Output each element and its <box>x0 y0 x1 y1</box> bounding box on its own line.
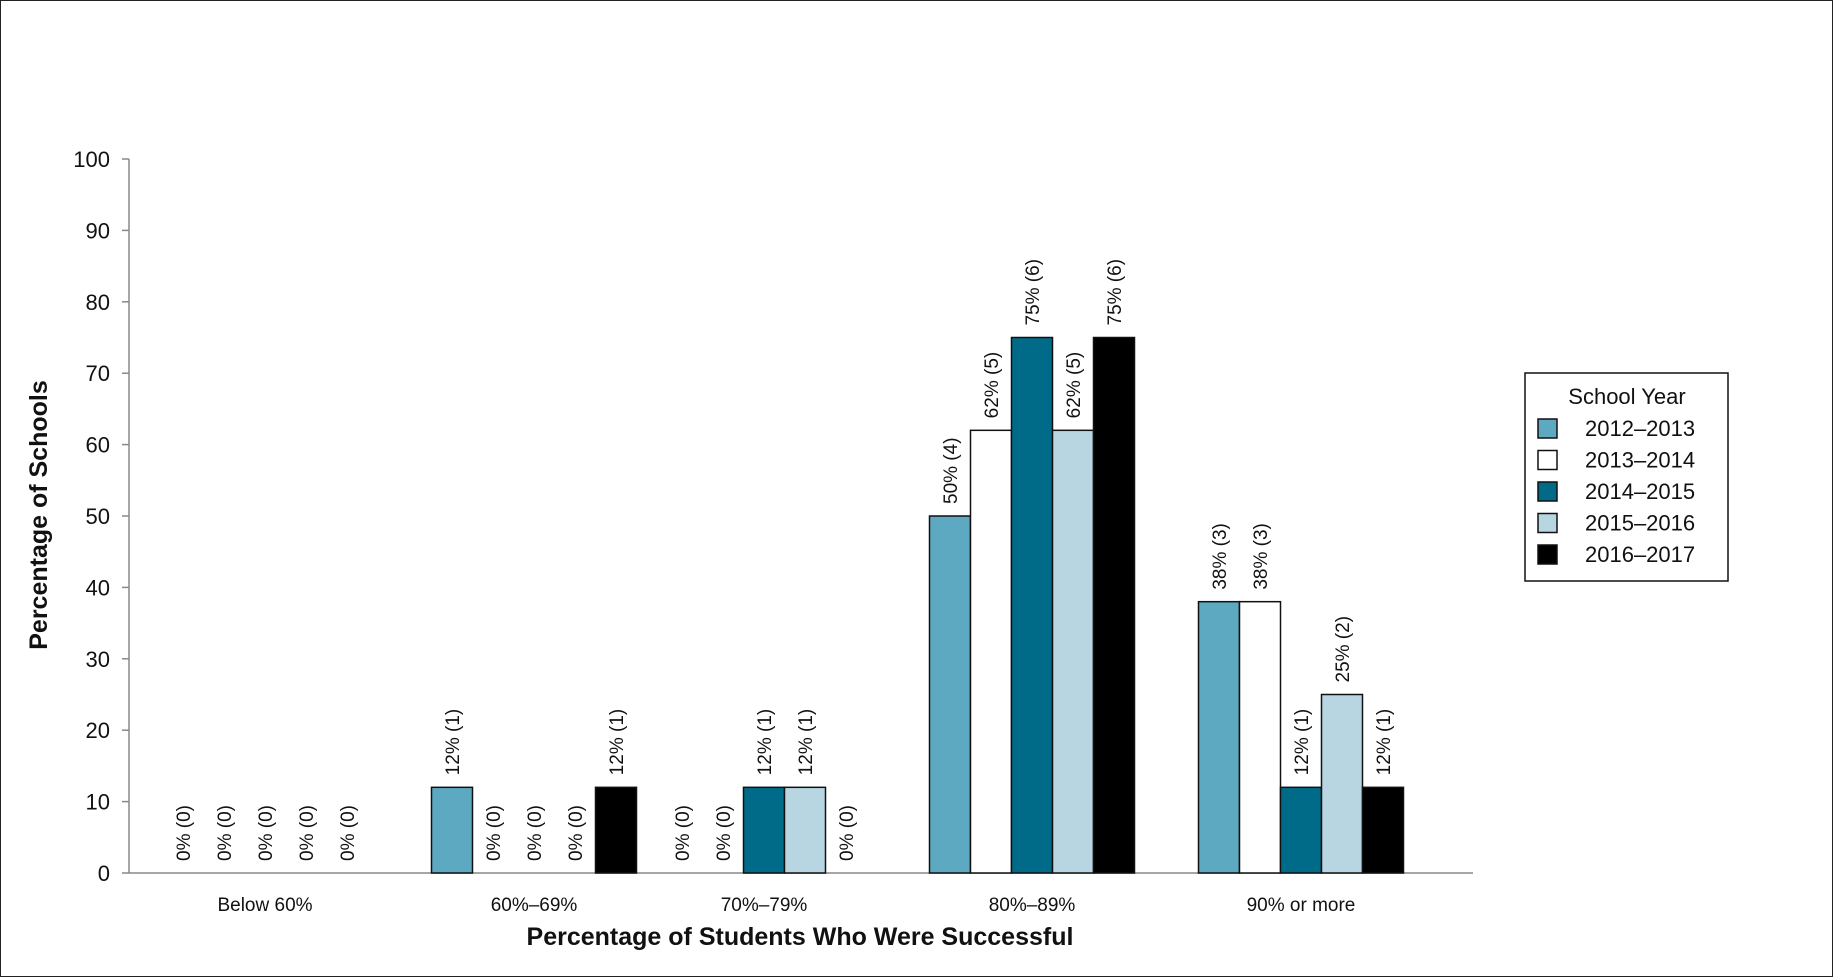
data-label: 12% (1) <box>1292 709 1313 776</box>
legend-label: 2015–2016 <box>1585 511 1695 536</box>
bar <box>430 786 474 874</box>
data-label: 0% (0) <box>837 805 858 861</box>
y-tick-label: 30 <box>86 647 110 672</box>
legend-label: 2013–2014 <box>1585 448 1695 473</box>
y-axis: 0 10 20 30 40 50 60 70 80 90 100 <box>73 147 130 886</box>
y-tick-label: 80 <box>86 290 110 315</box>
data-label: 75% (6) <box>1105 259 1126 326</box>
y-tick-label: 50 <box>86 504 110 529</box>
y-tick-label: 20 <box>86 718 110 743</box>
data-label: 12% (1) <box>755 709 776 776</box>
legend-box <box>1524 372 1729 582</box>
bar <box>1092 336 1136 874</box>
bar <box>1361 786 1405 874</box>
data-label: 0% (0) <box>174 805 195 861</box>
bar <box>969 429 1013 874</box>
data-label: 38% (3) <box>1251 523 1272 590</box>
x-tick-label: 80%–89% <box>989 895 1076 916</box>
y-tick-label: 40 <box>86 575 110 600</box>
data-labels: 0% (0) 0% (0) 0% (0) 0% (0) 0% (0) 12% (1) 0% … <box>174 259 1395 861</box>
data-label: 0% (0) <box>215 805 236 861</box>
data-label: 0% (0) <box>566 805 587 861</box>
data-label: 12% (1) <box>443 709 464 776</box>
legend-label: 2012–2013 <box>1585 416 1695 441</box>
data-label: 0% (0) <box>338 805 359 861</box>
y-tick-label: 90 <box>86 218 110 243</box>
y-tick-label: 10 <box>86 790 110 815</box>
bar <box>594 786 638 874</box>
data-label: 0% (0) <box>673 805 694 861</box>
bar <box>1010 336 1054 874</box>
data-label: 0% (0) <box>256 805 277 861</box>
data-label: 0% (0) <box>714 805 735 861</box>
data-label: 38% (3) <box>1210 523 1231 590</box>
legend-title: School Year <box>1568 384 1685 409</box>
category-labels: Below 60% 60%–69% 70%–79% 80%–89% 90% or mor… <box>217 895 1355 916</box>
bar <box>1238 600 1282 874</box>
bar <box>783 786 827 874</box>
data-label: 12% (1) <box>1374 709 1395 776</box>
data-label: 0% (0) <box>525 805 546 861</box>
y-tick-label: 0 <box>98 861 110 886</box>
x-tick-label: Below 60% <box>217 895 312 916</box>
legend-label: 2016–2017 <box>1585 542 1695 567</box>
data-label: 50% (4) <box>941 437 962 504</box>
legend: School Year 2012–20132013–20142014–20152… <box>1524 372 1729 582</box>
legend-swatch <box>1537 512 1558 534</box>
data-label: 0% (0) <box>297 805 318 861</box>
data-label: 12% (1) <box>607 709 628 776</box>
legend-swatch <box>1537 481 1558 502</box>
y-tick-label: 100 <box>73 147 110 172</box>
data-label: 12% (1) <box>796 709 817 776</box>
data-label: 0% (0) <box>484 805 505 861</box>
bar <box>1051 429 1095 874</box>
x-axis-title: Percentage of Students Who Were Successf… <box>527 923 1074 951</box>
y-tick-label: 70 <box>86 361 110 386</box>
data-label: 75% (6) <box>1023 259 1044 326</box>
legend-swatch <box>1537 449 1558 471</box>
legend-items: 2012–2013 2013–2014 2014–2015 2015–2016 2016… <box>1537 416 1695 567</box>
y-tick-label: 60 <box>86 433 110 458</box>
bar <box>742 786 786 874</box>
legend-swatch <box>1537 418 1558 439</box>
data-label: 62% (5) <box>982 352 1003 419</box>
bars <box>430 336 1405 874</box>
bar <box>1197 600 1241 874</box>
x-tick-label: 90% or more <box>1247 895 1356 916</box>
bar <box>928 515 972 874</box>
legend-label: 2014–2015 <box>1585 479 1695 504</box>
bar <box>1279 786 1323 874</box>
bar <box>1320 693 1364 874</box>
x-tick-label: 70%–79% <box>721 895 808 916</box>
legend-swatch <box>1537 544 1558 565</box>
data-label: 62% (5) <box>1064 352 1085 419</box>
x-tick-label: 60%–69% <box>491 895 578 916</box>
data-label: 25% (2) <box>1333 616 1354 683</box>
y-axis-title: Percentage of Schools <box>25 380 53 650</box>
